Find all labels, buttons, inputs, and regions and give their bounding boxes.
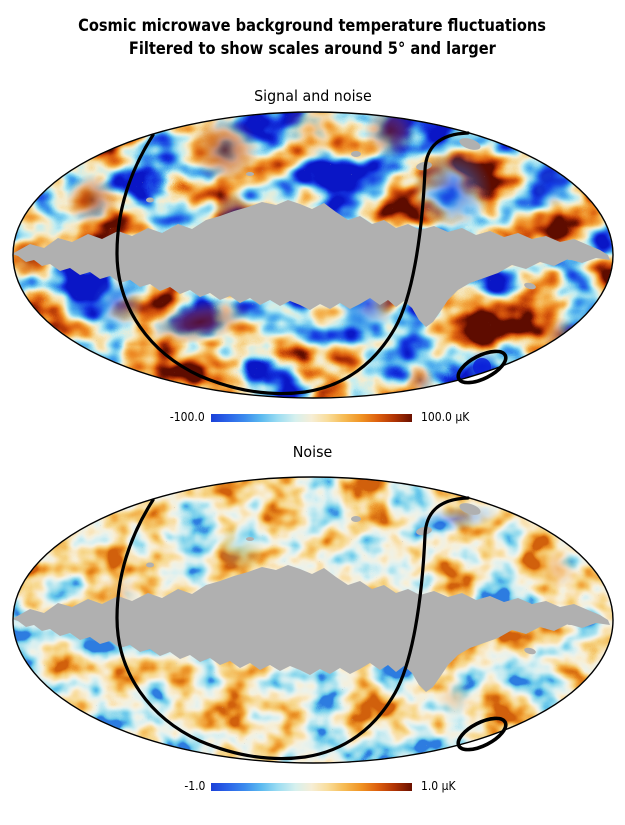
noise-colorbar-min-label: -1.0 — [183, 779, 205, 793]
figure-title-line1: Cosmic microwave background temperature … — [78, 16, 547, 36]
noise-colorbar-gradient — [211, 783, 412, 791]
signal-colorbar-max-label: 100.0 μK — [421, 410, 470, 424]
noise-colorbar-max-label: 1.0 μK — [421, 779, 456, 793]
projection-outline — [12, 476, 614, 764]
figure-title: Cosmic microwave background temperature … — [0, 15, 625, 61]
cold-spot-ellipse — [456, 349, 508, 385]
map-title-signal-noise: Signal and noise — [253, 87, 372, 105]
map-title-noise: Noise — [292, 443, 333, 461]
noise-map — [12, 476, 614, 764]
signal-colorbar-gradient — [211, 414, 412, 422]
figure-title-line2: Filtered to show scales around 5° and la… — [128, 39, 497, 59]
lower-right-ellipse — [456, 716, 508, 752]
signal-colorbar-min-label: -100.0 — [170, 410, 205, 424]
signal-noise-map — [12, 111, 614, 399]
projection-outline — [12, 111, 614, 399]
